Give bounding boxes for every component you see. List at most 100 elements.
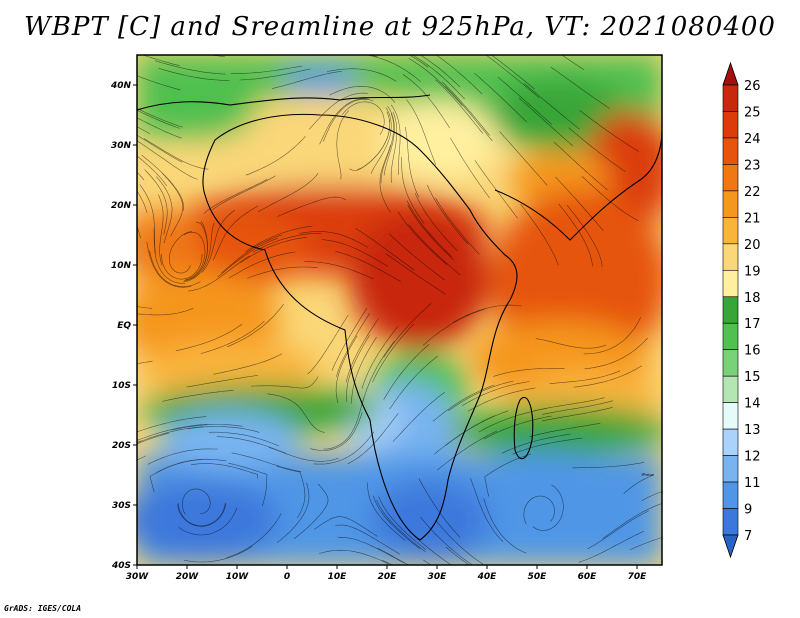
y-tick-label: 10S (112, 381, 131, 391)
streamline (602, 503, 662, 539)
streamline (271, 71, 342, 89)
streamline (252, 233, 322, 253)
streamline (357, 111, 390, 170)
streamline (245, 135, 306, 176)
streamline (584, 337, 648, 370)
streamline (188, 255, 251, 292)
colorbar-label: 17 (744, 317, 761, 332)
streamline (143, 138, 209, 170)
streamline (583, 317, 641, 355)
map-frame (136, 54, 663, 566)
streamline (392, 391, 446, 442)
streamline (407, 204, 454, 261)
streamline (427, 184, 469, 245)
streamline (389, 355, 438, 410)
streamline (137, 306, 153, 309)
streamline (186, 222, 208, 281)
streamline (380, 113, 395, 184)
streamline (418, 478, 461, 538)
streamline (579, 110, 639, 152)
colorbar-label: 21 (744, 211, 761, 226)
streamline (470, 477, 504, 542)
y-tick-label: 30N (111, 141, 132, 151)
wbpt-field (137, 55, 662, 565)
streamline (422, 309, 485, 346)
streamline (623, 473, 655, 495)
colorbar-label: 13 (744, 423, 761, 438)
streamline (408, 224, 461, 276)
map-title: WBPT [C] and Sreamline at 925hPa, VT: 20… (24, 12, 776, 42)
streamline (512, 437, 583, 455)
colorbar-label: 19 (744, 264, 761, 279)
streamline (335, 524, 400, 555)
streamline (445, 86, 493, 142)
streamline (299, 231, 368, 248)
x-tick-label: 40E (477, 572, 498, 582)
streamline (307, 314, 349, 375)
streamline (432, 384, 495, 422)
streamline (228, 251, 296, 279)
streamline (137, 416, 207, 433)
streamline (201, 209, 235, 273)
colorbar-segment (722, 190, 739, 218)
streamline (335, 251, 401, 282)
x-tick-label: 20W (176, 572, 200, 582)
colorbar-label: 20 (744, 238, 761, 253)
streamline (319, 549, 389, 565)
colorbar-label: 26 (744, 79, 761, 94)
streamline (383, 343, 430, 400)
streamline (402, 74, 450, 129)
streamline (441, 81, 491, 136)
streamline (161, 253, 203, 280)
streamline (452, 304, 522, 323)
x-tick-label: 0 (284, 572, 290, 582)
streamline (137, 140, 198, 180)
colorbar-segment (722, 84, 739, 112)
colorbar-label: 23 (744, 158, 761, 173)
streamline (137, 117, 182, 139)
streamline (314, 516, 378, 537)
streamline (587, 510, 649, 550)
streamline (581, 176, 639, 221)
streamline (183, 545, 253, 563)
streamline (467, 387, 536, 412)
streamline (146, 241, 192, 288)
colorbar-segment (722, 111, 739, 139)
streamline (153, 228, 186, 284)
streamline (406, 99, 437, 166)
x-axis: 30W 20W 10W 0 10E 20E 30E 40E 50E 60E 70E (126, 565, 647, 582)
streamline (573, 365, 643, 388)
streamline (378, 496, 427, 550)
colorbar-label: 9 (744, 503, 752, 518)
streamline (523, 83, 580, 130)
colorbar-label: 25 (744, 105, 761, 120)
streamline (518, 97, 574, 147)
streamline (191, 463, 258, 479)
streamline (245, 225, 313, 253)
streamline (461, 381, 530, 407)
streamline (321, 239, 389, 267)
colorbar-segment (722, 217, 739, 245)
streamline (435, 79, 484, 134)
streamline (529, 422, 601, 438)
streamline (276, 482, 310, 544)
streamline (240, 237, 307, 264)
streamline (383, 105, 395, 176)
streamline (370, 107, 392, 174)
colorbar-min-arrow (722, 534, 739, 559)
streamline (361, 340, 395, 405)
streamline (553, 141, 608, 191)
streamline (226, 303, 285, 348)
streamline (156, 176, 173, 244)
streamline (147, 448, 218, 465)
streamline (523, 495, 555, 525)
streamline (247, 266, 318, 279)
streamline (175, 323, 243, 352)
streamline (336, 313, 370, 377)
streamline (137, 303, 138, 304)
streamline (137, 126, 150, 135)
streamline (212, 175, 276, 211)
streamline (345, 318, 379, 383)
streamline (203, 179, 268, 214)
streamline (226, 513, 282, 558)
